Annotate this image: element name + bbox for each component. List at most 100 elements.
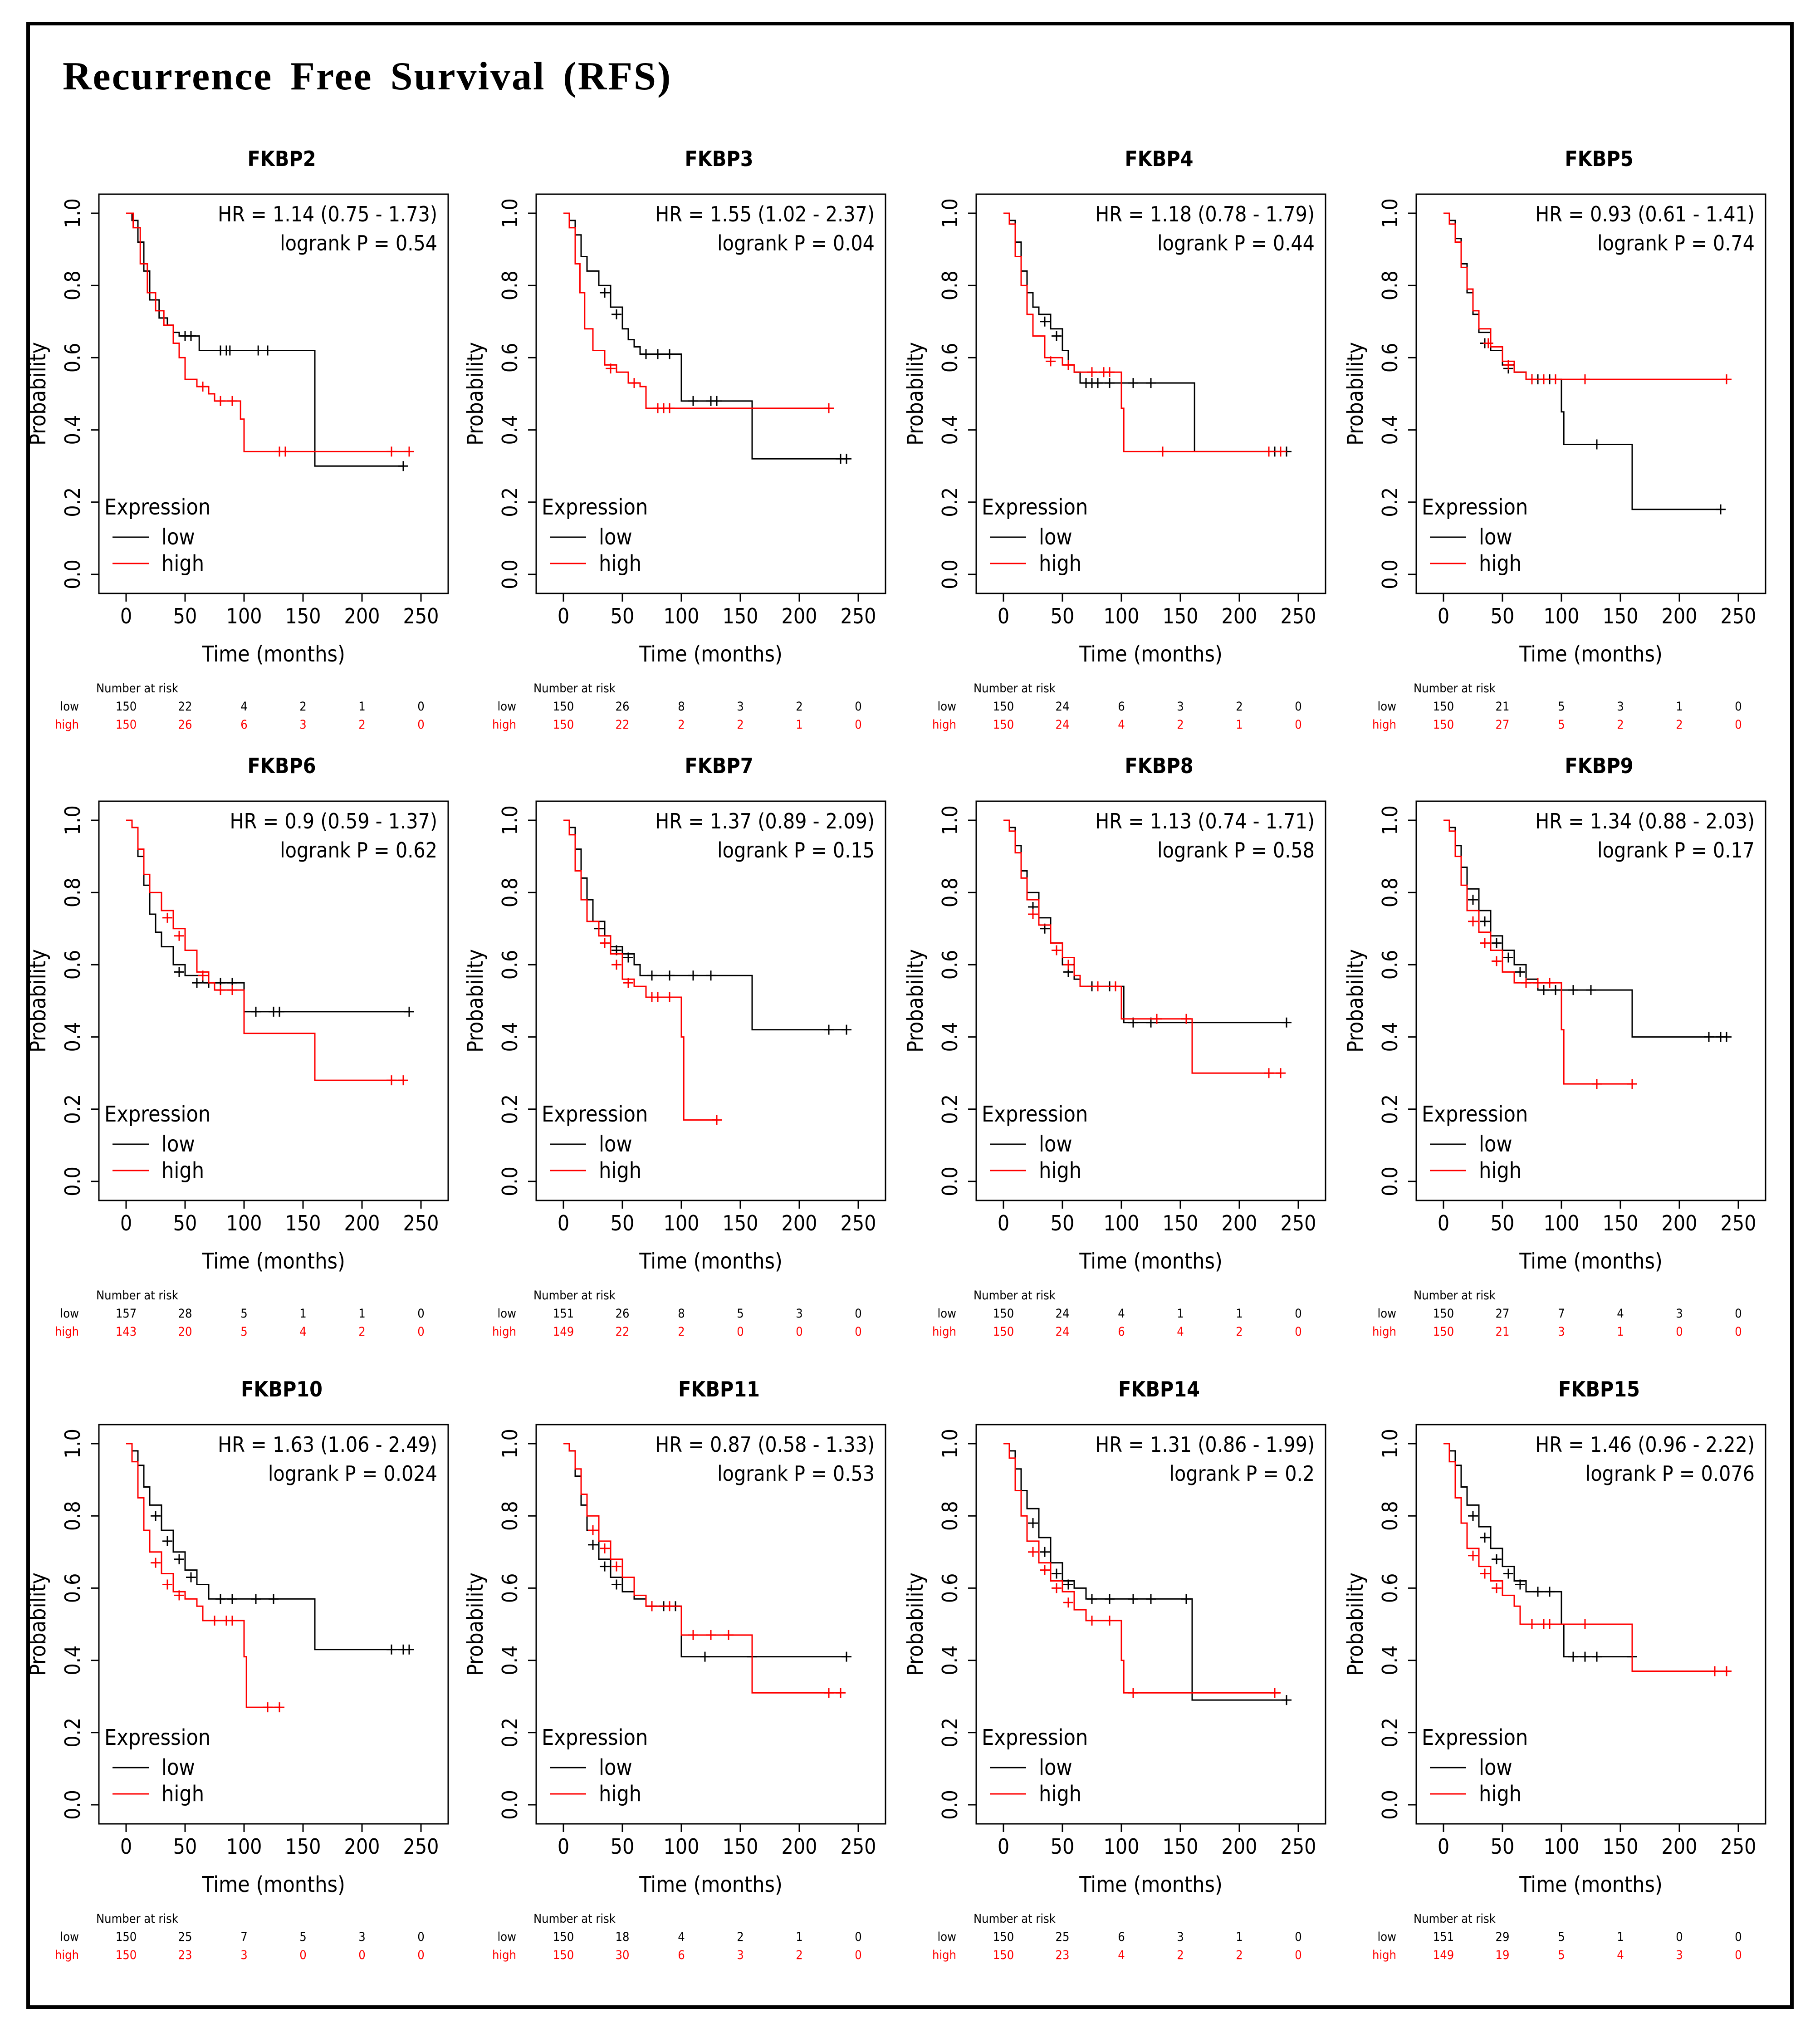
risk-count-low: 4 [1118, 1307, 1125, 1321]
censor-mark-high [387, 446, 396, 457]
censor-mark-high [1276, 446, 1286, 457]
risk-count-high: 0 [855, 718, 861, 732]
legend-title: Expression [982, 1725, 1088, 1750]
x-tick-label: 100 [1104, 1211, 1140, 1235]
y-axis: 0.0 0.2 0.4 0.6 0.8 1.0 Probability [463, 1429, 536, 1820]
x-tick-label: 200 [1662, 1211, 1698, 1235]
censor-mark-high [1483, 338, 1493, 348]
x-tick-label: 100 [664, 1211, 700, 1235]
x-tick-label: 200 [344, 1834, 380, 1859]
legend-label-high: high [599, 1158, 641, 1183]
censor-mark-high [1128, 1688, 1138, 1698]
censor-mark-low [1087, 1594, 1097, 1604]
risk-count-high: 24 [1056, 1325, 1070, 1339]
censor-mark-high [151, 1558, 161, 1568]
censor-mark-low [151, 1511, 161, 1521]
y-axis: 0.0 0.2 0.4 0.6 0.8 1.0 Probability [903, 805, 976, 1196]
censor-mark-high [1527, 374, 1537, 385]
y-tick-label: 0.8 [60, 1501, 85, 1531]
y-tick-label: 0.0 [938, 559, 962, 589]
censor-mark-high [1503, 360, 1513, 370]
x-tick-label: 50 [611, 1211, 635, 1235]
risk-table: Number at risk low high 151 149 29 19 5 5 1 4 0 3 0 0 [1372, 1912, 1742, 1962]
y-axis: 0.0 0.2 0.4 0.6 0.8 1.0 Probability [25, 1429, 99, 1820]
censor-mark-high [612, 960, 621, 970]
y-tick-label: 0.0 [60, 1790, 85, 1820]
y-axis-label: Probability [25, 1573, 51, 1676]
risk-row-label-low: low [1378, 1930, 1396, 1944]
risk-count-low: 3 [796, 1307, 802, 1321]
x-axis-label: Time (months) [1519, 1249, 1663, 1274]
series-high [1003, 819, 1286, 1078]
censor-mark-low [404, 1644, 414, 1655]
x-tick-label: 100 [664, 604, 700, 628]
x-tick-label: 200 [1662, 604, 1698, 628]
legend-label-high: high [1479, 551, 1522, 576]
risk-count-low: 26 [616, 1307, 630, 1321]
risk-table-header: Number at risk [1414, 1288, 1496, 1303]
y-axis: 0.0 0.2 0.4 0.6 0.8 1.0 Probability [1343, 198, 1416, 589]
plot-box [1415, 800, 1766, 1201]
series-high [1443, 819, 1637, 1089]
risk-count-low: 3 [358, 1930, 365, 1944]
y-tick-label: 0.4 [60, 1646, 85, 1675]
y-axis: 0.0 0.2 0.4 0.6 0.8 1.0 Probability [1343, 805, 1416, 1196]
risk-table: Number at risk low high 151 149 26 22 8 2 5 0 3 0 0 0 [492, 1288, 862, 1339]
censor-mark-high [387, 1075, 396, 1086]
censor-mark-low [387, 1644, 396, 1655]
censor-mark-low [1052, 331, 1062, 341]
risk-count-low: 18 [616, 1930, 630, 1944]
legend-title: Expression [104, 495, 210, 520]
censor-mark-low [1052, 1568, 1062, 1579]
x-tick-label: 250 [1281, 1211, 1316, 1235]
y-axis-label: Probability [1343, 949, 1368, 1053]
risk-count-high: 2 [1617, 718, 1624, 732]
y-axis-label: Probability [903, 1573, 928, 1676]
risk-count-high: 0 [1295, 1948, 1301, 1962]
censor-mark-low [251, 1594, 261, 1604]
x-tick-label: 150 [285, 1834, 321, 1859]
censor-mark-low [227, 1594, 237, 1604]
y-axis: 0.0 0.2 0.4 0.6 0.8 1.0 Probability [1343, 1429, 1416, 1820]
y-tick-label: 0.2 [498, 487, 522, 517]
y-axis-label: Probability [25, 342, 51, 446]
censor-mark-low [174, 1554, 184, 1564]
y-tick-label: 1.0 [498, 198, 522, 228]
logrank-annotation: logrank P = 0.44 [1157, 231, 1315, 255]
x-axis: 0 50 100 150 200 250 Time (months) [998, 593, 1316, 667]
legend-label-low: low [1039, 1132, 1072, 1157]
risk-count-low: 5 [299, 1930, 306, 1944]
panel-title: FKBP7 [685, 754, 753, 778]
risk-count-high: 4 [1617, 1948, 1624, 1962]
plot-box [975, 800, 1326, 1201]
risk-count-high: 0 [1735, 718, 1742, 732]
x-tick-label: 250 [841, 1211, 876, 1235]
y-tick-label: 0.8 [1378, 1501, 1402, 1531]
x-tick-label: 150 [723, 1211, 758, 1235]
x-axis-label: Time (months) [1079, 1249, 1223, 1274]
y-tick-label: 1.0 [1378, 198, 1402, 228]
x-tick-label: 200 [1222, 1834, 1257, 1859]
legend-label-low: low [161, 1755, 195, 1780]
y-tick-label: 0.4 [498, 415, 522, 445]
risk-count-high: 4 [1177, 1325, 1184, 1339]
censor-mark-low [1040, 316, 1050, 327]
x-tick-label: 100 [1104, 1834, 1140, 1859]
risk-count-high: 2 [1177, 1948, 1184, 1962]
y-tick-label: 0.6 [60, 343, 85, 373]
y-tick-label: 1.0 [1378, 1429, 1402, 1459]
legend-label-low: low [599, 524, 632, 550]
risk-count-low: 5 [1558, 1930, 1565, 1944]
x-tick-label: 0 [1438, 604, 1449, 628]
y-axis-label: Probability [903, 342, 928, 446]
series-high [563, 212, 834, 413]
censor-mark-low [1586, 985, 1596, 995]
risk-count-high: 0 [855, 1948, 861, 1962]
series-high [563, 1443, 846, 1698]
risk-count-high: 0 [1676, 1325, 1683, 1339]
